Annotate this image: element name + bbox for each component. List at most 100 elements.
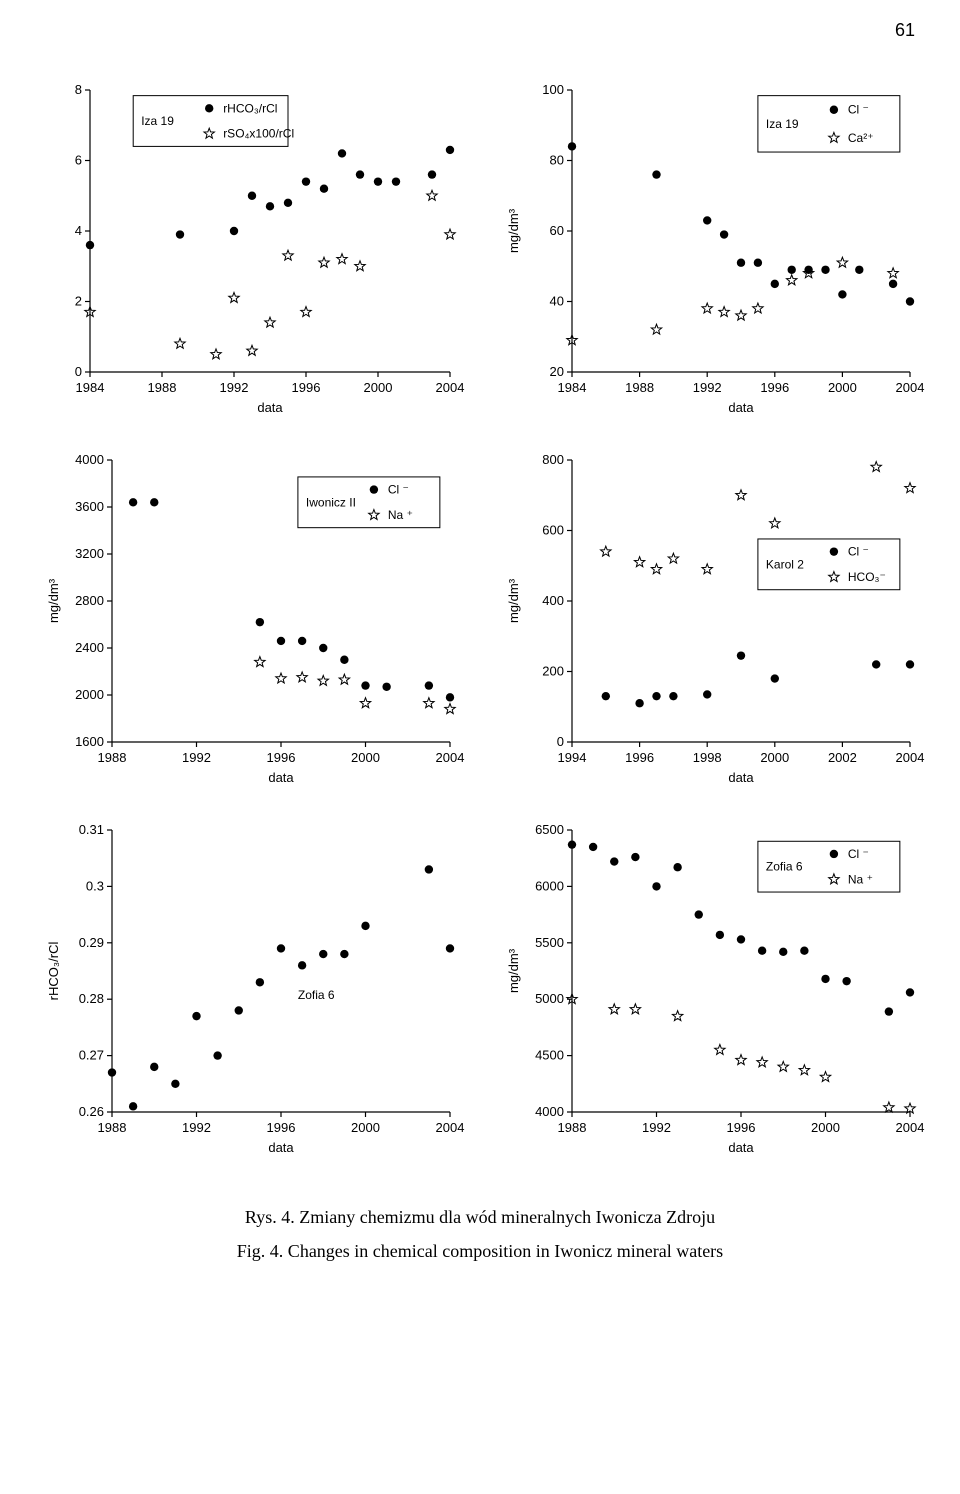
svg-text:0.3: 0.3 <box>86 878 104 893</box>
svg-text:200: 200 <box>542 664 564 679</box>
svg-text:2400: 2400 <box>75 640 104 655</box>
svg-text:600: 600 <box>542 523 564 538</box>
svg-text:rSO₄x100/rCl: rSO₄x100/rCl <box>223 127 294 141</box>
svg-text:Zofia 6: Zofia 6 <box>298 988 335 1002</box>
svg-text:0: 0 <box>557 734 564 749</box>
svg-text:2000: 2000 <box>760 750 789 765</box>
chart-zofia6-ratio: 19881992199620002004data0.260.270.280.29… <box>40 820 460 1160</box>
svg-text:1992: 1992 <box>693 380 722 395</box>
svg-text:Na ⁺: Na ⁺ <box>388 508 413 522</box>
svg-text:0.31: 0.31 <box>79 822 104 837</box>
svg-text:HCO₃⁻: HCO₃⁻ <box>848 570 886 584</box>
svg-text:Cl ⁻: Cl ⁻ <box>848 847 869 861</box>
chart-karol2: 199419961998200020022004data020040060080… <box>500 450 920 790</box>
svg-text:2000: 2000 <box>351 750 380 765</box>
svg-text:Iza 19: Iza 19 <box>766 117 799 131</box>
svg-text:Cl ⁻: Cl ⁻ <box>848 545 869 559</box>
svg-text:data: data <box>268 1140 294 1155</box>
svg-text:Ca²⁺: Ca²⁺ <box>848 131 874 145</box>
svg-text:6500: 6500 <box>535 822 564 837</box>
svg-text:2000: 2000 <box>75 687 104 702</box>
svg-text:1600: 1600 <box>75 734 104 749</box>
svg-text:60: 60 <box>550 223 564 238</box>
caption-line1: Rys. 4. Zmiany chemizmu dla wód mineraln… <box>245 1207 715 1227</box>
svg-text:4000: 4000 <box>535 1104 564 1119</box>
svg-text:1996: 1996 <box>292 380 321 395</box>
svg-text:1984: 1984 <box>558 380 587 395</box>
svg-text:rHCO₃/rCl: rHCO₃/rCl <box>46 942 61 1001</box>
chart-iwonicz2: 19881992199620002004data1600200024002800… <box>40 450 460 790</box>
svg-text:1996: 1996 <box>267 750 296 765</box>
svg-text:8: 8 <box>75 82 82 97</box>
svg-text:2004: 2004 <box>436 1120 465 1135</box>
svg-text:0: 0 <box>75 364 82 379</box>
svg-text:4000: 4000 <box>75 452 104 467</box>
svg-text:2000: 2000 <box>351 1120 380 1135</box>
svg-text:5500: 5500 <box>535 935 564 950</box>
svg-text:1996: 1996 <box>267 1120 296 1135</box>
svg-text:1992: 1992 <box>642 1120 671 1135</box>
svg-text:Karol 2: Karol 2 <box>766 557 804 571</box>
svg-text:1994: 1994 <box>558 750 587 765</box>
svg-text:1996: 1996 <box>760 380 789 395</box>
caption: Rys. 4. Zmiany chemizmu dla wód mineraln… <box>40 1200 920 1268</box>
svg-text:2004: 2004 <box>896 380 925 395</box>
svg-text:mg/dm³: mg/dm³ <box>46 578 61 623</box>
svg-text:100: 100 <box>542 82 564 97</box>
svg-text:2004: 2004 <box>896 750 925 765</box>
svg-text:1998: 1998 <box>693 750 722 765</box>
svg-text:1992: 1992 <box>182 750 211 765</box>
svg-text:1992: 1992 <box>182 1120 211 1135</box>
svg-text:6: 6 <box>75 153 82 168</box>
svg-text:data: data <box>257 400 283 415</box>
page-number: 61 <box>895 20 915 41</box>
svg-text:Zofia 6: Zofia 6 <box>766 860 803 874</box>
svg-text:Iwonicz II: Iwonicz II <box>306 495 356 509</box>
svg-text:data: data <box>728 770 754 785</box>
svg-text:5000: 5000 <box>535 991 564 1006</box>
svg-text:2000: 2000 <box>811 1120 840 1135</box>
svg-text:1988: 1988 <box>148 380 177 395</box>
svg-text:1988: 1988 <box>98 750 127 765</box>
chart-iza19-conc: 198419881992199620002004data20406080100m… <box>500 80 920 420</box>
svg-text:Na ⁺: Na ⁺ <box>848 872 873 886</box>
svg-text:mg/dm³: mg/dm³ <box>506 948 521 993</box>
svg-text:1992: 1992 <box>220 380 249 395</box>
svg-text:3600: 3600 <box>75 499 104 514</box>
svg-text:1984: 1984 <box>76 380 105 395</box>
svg-text:Iza 19: Iza 19 <box>141 114 174 128</box>
svg-text:data: data <box>728 400 754 415</box>
svg-text:mg/dm³: mg/dm³ <box>506 208 521 253</box>
svg-text:rHCO₃/rCl: rHCO₃/rCl <box>223 101 277 115</box>
svg-text:0.28: 0.28 <box>79 991 104 1006</box>
svg-text:4500: 4500 <box>535 1048 564 1063</box>
svg-text:2004: 2004 <box>896 1120 925 1135</box>
svg-text:Cl ⁻: Cl ⁻ <box>848 103 869 117</box>
svg-text:20: 20 <box>550 364 564 379</box>
svg-text:80: 80 <box>550 153 564 168</box>
svg-text:2000: 2000 <box>828 380 857 395</box>
svg-text:800: 800 <box>542 452 564 467</box>
svg-text:6000: 6000 <box>535 878 564 893</box>
svg-text:0.29: 0.29 <box>79 935 104 950</box>
svg-text:mg/dm³: mg/dm³ <box>506 578 521 623</box>
svg-text:1988: 1988 <box>98 1120 127 1135</box>
svg-text:3200: 3200 <box>75 546 104 561</box>
svg-text:Cl ⁻: Cl ⁻ <box>388 483 409 497</box>
svg-text:data: data <box>728 1140 754 1155</box>
caption-line2: Fig. 4. Changes in chemical composition … <box>237 1241 723 1261</box>
svg-text:1996: 1996 <box>727 1120 756 1135</box>
svg-text:2000: 2000 <box>364 380 393 395</box>
svg-text:40: 40 <box>550 294 564 309</box>
chart-grid: 198419881992199620002004data02468Iza 19r… <box>40 80 920 1160</box>
svg-text:400: 400 <box>542 593 564 608</box>
chart-iza19-ratio: 198419881992199620002004data02468Iza 19r… <box>40 80 460 420</box>
chart-zofia6-conc: 19881992199620002004data4000450050005500… <box>500 820 920 1160</box>
page: 61 198419881992199620002004data02468Iza … <box>0 0 960 1318</box>
svg-text:0.27: 0.27 <box>79 1048 104 1063</box>
svg-text:2800: 2800 <box>75 593 104 608</box>
svg-text:0.26: 0.26 <box>79 1104 104 1119</box>
svg-text:2: 2 <box>75 294 82 309</box>
svg-text:2002: 2002 <box>828 750 857 765</box>
svg-text:2004: 2004 <box>436 750 465 765</box>
